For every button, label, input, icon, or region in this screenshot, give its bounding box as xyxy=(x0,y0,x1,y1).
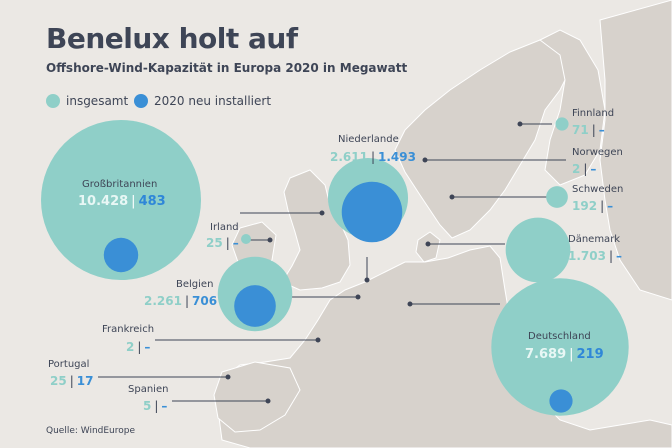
land-denmark xyxy=(415,231,441,263)
legend-new-label: 2020 neu installiert xyxy=(154,94,272,108)
bubble-new-country-11 xyxy=(549,389,573,413)
bubble-total-country-9 xyxy=(546,186,568,208)
value-denmark: 1.703 | – xyxy=(568,249,623,263)
legend-total-label: insgesamt xyxy=(66,94,129,108)
label-netherlands: Niederlande xyxy=(338,134,399,145)
value-netherlands: 2.611 | 1.493 xyxy=(330,150,416,164)
legend-new: 2020 neu installiert xyxy=(134,93,271,109)
land-east xyxy=(599,0,672,301)
bubble-total-country-10 xyxy=(505,217,571,283)
bubble-new-country-3 xyxy=(234,285,276,327)
land-iberia xyxy=(213,361,301,433)
label-germany: Deutschland xyxy=(528,331,591,342)
bubble-total-country-11 xyxy=(491,278,629,416)
value-belgium: 2.261 | 706 xyxy=(144,294,218,308)
chart-subtitle: Offshore-Wind-Kapazität in Europa 2020 i… xyxy=(46,61,408,75)
value-norway: 2 | – xyxy=(572,162,597,176)
value-ireland: 25 | – xyxy=(206,236,239,250)
bubble-total-country-0 xyxy=(41,120,201,280)
legend-total-swatch-icon xyxy=(46,94,60,108)
value-finland: 71 | – xyxy=(572,123,605,137)
legend-total: insgesamt xyxy=(46,93,128,109)
value-germany: 7.689 | 219 xyxy=(525,347,604,362)
land-finland xyxy=(539,29,606,186)
bubble-new-country-2 xyxy=(341,181,403,243)
label-portugal: Portugal xyxy=(48,359,90,370)
label-france: Frankreich xyxy=(102,324,155,335)
label-finland: Finnland xyxy=(572,108,615,119)
legend-new-swatch-icon xyxy=(134,94,148,108)
source-note: Quelle: WindEurope xyxy=(46,426,136,436)
value-sweden: 192 | – xyxy=(572,199,614,213)
value-portugal: 25 | 17 xyxy=(50,374,94,388)
label-spain: Spanien xyxy=(128,384,169,395)
label-belgium: Belgien xyxy=(176,279,214,290)
value-spain: 5 | – xyxy=(143,399,168,413)
label-sweden: Schweden xyxy=(572,184,624,195)
label-ireland: Irland xyxy=(210,222,239,233)
value-france: 2 | – xyxy=(126,340,151,354)
land-scandinavia xyxy=(394,37,576,239)
bubble-new-country-0 xyxy=(103,237,139,273)
label-denmark: Dänemark xyxy=(568,234,621,245)
bubble-total-country-1 xyxy=(241,234,251,244)
land-continent xyxy=(217,245,672,448)
chart-title: Benelux holt auf xyxy=(46,22,298,55)
bubble-total-country-7 xyxy=(555,117,569,131)
label-great-britain: Großbritannien xyxy=(82,179,158,190)
value-great-britain: 10.428 | 483 xyxy=(78,194,166,209)
label-norway: Norwegen xyxy=(572,147,623,158)
